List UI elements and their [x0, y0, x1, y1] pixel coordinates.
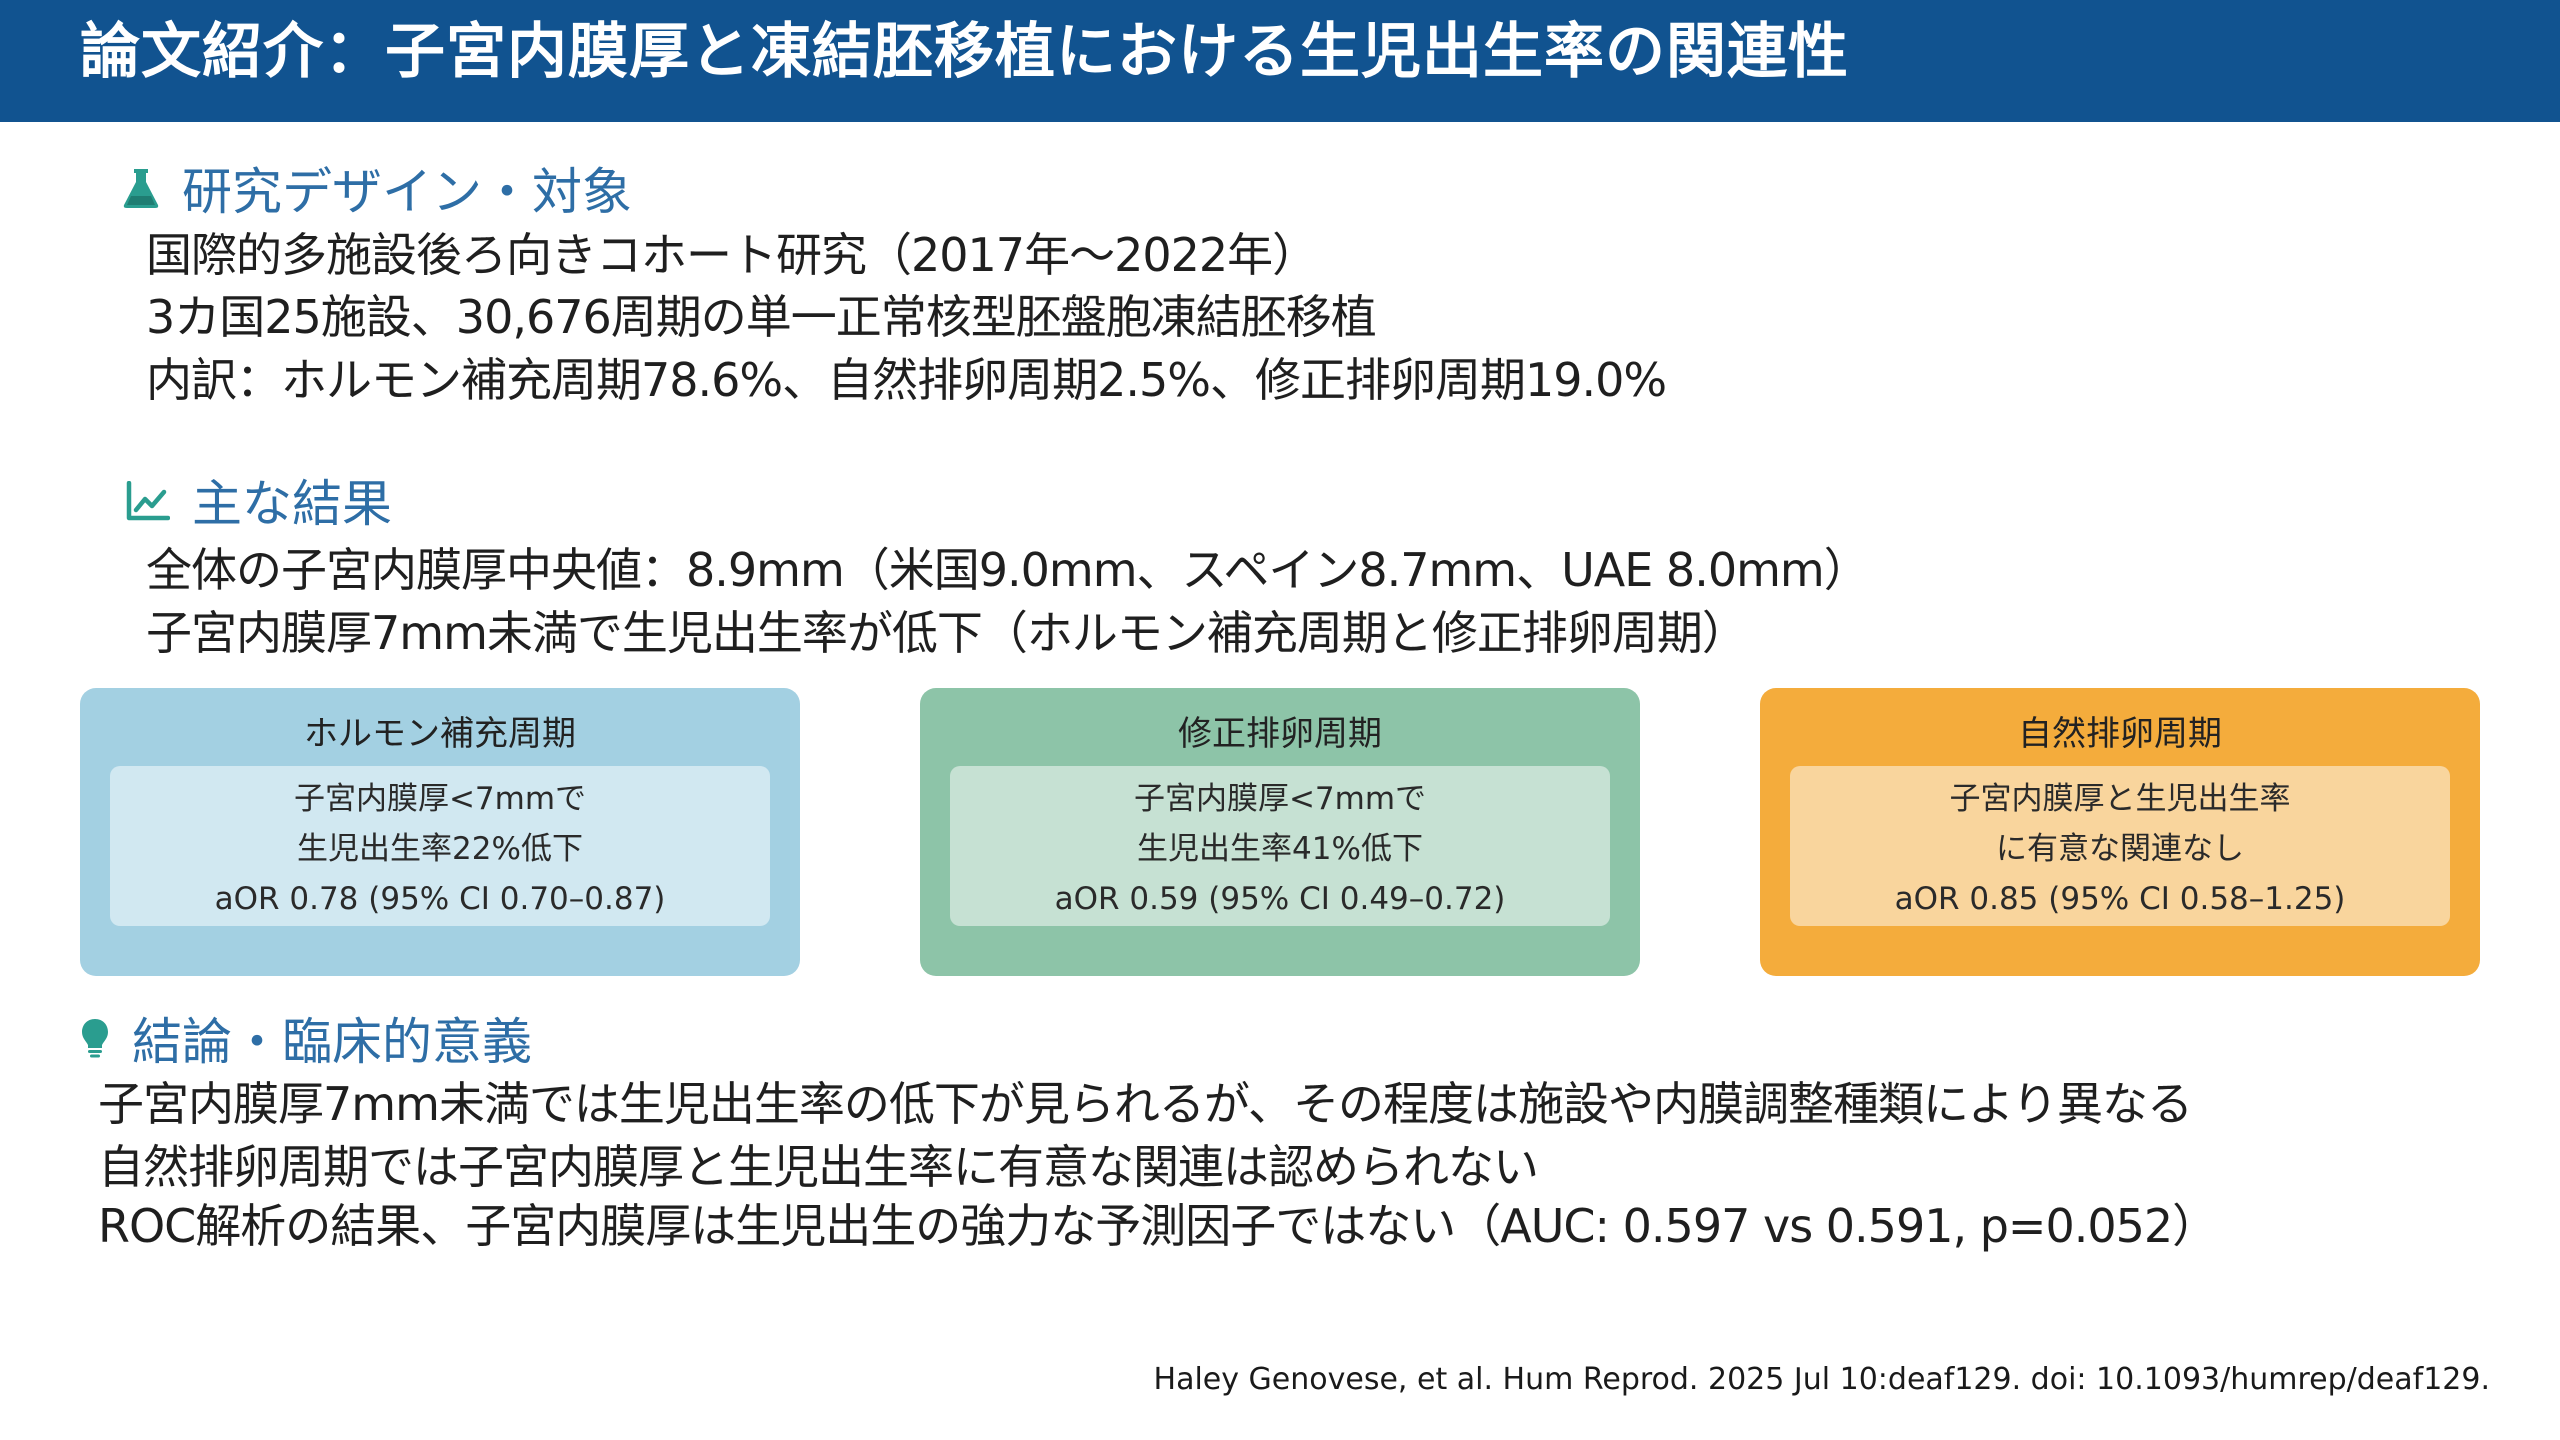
card-modified-natural: 修正排卵周期 子宮内膜厚<7mmで 生児出生率41%低下 aOR 0.59 (9… [920, 688, 1640, 976]
card-title: 自然排卵周期 [2018, 714, 2222, 754]
conclusion-line-1: 子宮内膜厚7mm未満では生児出生率の低下が見られるが、その程度は施設や内膜調整種… [98, 1077, 2193, 1131]
conclusion-section-heading: 結論・臨床的意義 [80, 1012, 532, 1072]
card-title: ホルモン補充周期 [304, 714, 576, 754]
card-result-box: 子宮内膜厚と生児出生率 に有意な関連なし aOR 0.85 (95% CI 0.… [1790, 766, 2450, 926]
card-result-line: 生児出生率22%低下 [297, 831, 583, 867]
card-odds-ratio: aOR 0.59 (95% CI 0.49–0.72) [1054, 881, 1506, 917]
results-section-heading: 主な結果 [126, 474, 392, 534]
card-odds-ratio: aOR 0.85 (95% CI 0.58–1.25) [1894, 881, 2346, 917]
lightbulb-icon [80, 1012, 110, 1072]
conclusion-heading-text: 結論・臨床的意義 [132, 1013, 532, 1071]
results-line-2: 子宮内膜厚7mm未満で生児出生率が低下（ホルモン補充周期と修正排卵周期） [146, 606, 1748, 660]
card-odds-ratio: aOR 0.78 (95% CI 0.70–0.87) [214, 881, 666, 917]
card-result-line: に有意な関連なし [1996, 831, 2244, 867]
card-natural-cycle: 自然排卵周期 子宮内膜厚と生児出生率 に有意な関連なし aOR 0.85 (95… [1760, 688, 2480, 976]
conclusion-line-2: 自然排卵周期では子宮内膜厚と生児出生率に有意な関連は認められない [98, 1140, 1539, 1194]
slide-title: 論文紹介：子宮内膜厚と凍結胚移植における生児出生率の関連性 [80, 17, 1849, 87]
chart-line-icon [126, 474, 171, 534]
design-section-heading: 研究デザイン・対象 [122, 162, 632, 222]
card-result-line: 子宮内膜厚<7mmで [293, 781, 587, 817]
results-line-1: 全体の子宮内膜厚中央値：8.9mm（米国9.0mm、スペイン8.7mm、UAE … [146, 543, 1870, 597]
card-result-line: 生児出生率41%低下 [1137, 831, 1423, 867]
card-result-box: 子宮内膜厚<7mmで 生児出生率22%低下 aOR 0.78 (95% CI 0… [110, 766, 770, 926]
design-heading-text: 研究デザイン・対象 [182, 163, 632, 221]
card-title: 修正排卵周期 [1178, 714, 1382, 754]
design-line-2: 3カ国25施設、30,676周期の単一正常核型胚盤胞凍結胚移植 [146, 290, 1377, 344]
design-line-3: 内訳：ホルモン補充周期78.6%、自然排卵周期2.5%、修正排卵周期19.0% [146, 353, 1667, 407]
card-result-box: 子宮内膜厚<7mmで 生児出生率41%低下 aOR 0.59 (95% CI 0… [950, 766, 1610, 926]
results-heading-text: 主な結果 [192, 475, 392, 533]
conclusion-line-3: ROC解析の結果、子宮内膜厚は生児出生の強力な予測因子ではない（AUC: 0.5… [98, 1199, 2218, 1253]
card-result-line: 子宮内膜厚<7mmで [1133, 781, 1427, 817]
flask-icon [122, 162, 160, 222]
title-bar: 論文紹介：子宮内膜厚と凍結胚移植における生児出生率の関連性 [0, 0, 2560, 122]
card-result-line: 子宮内膜厚と生児出生率 [1949, 781, 2291, 817]
design-line-1: 国際的多施設後ろ向きコホート研究（2017年〜2022年） [146, 228, 1318, 282]
citation: Haley Genovese, et al. Hum Reprod. 2025 … [1153, 1362, 2490, 1397]
card-hormone-replacement: ホルモン補充周期 子宮内膜厚<7mmで 生児出生率22%低下 aOR 0.78 … [80, 688, 800, 976]
